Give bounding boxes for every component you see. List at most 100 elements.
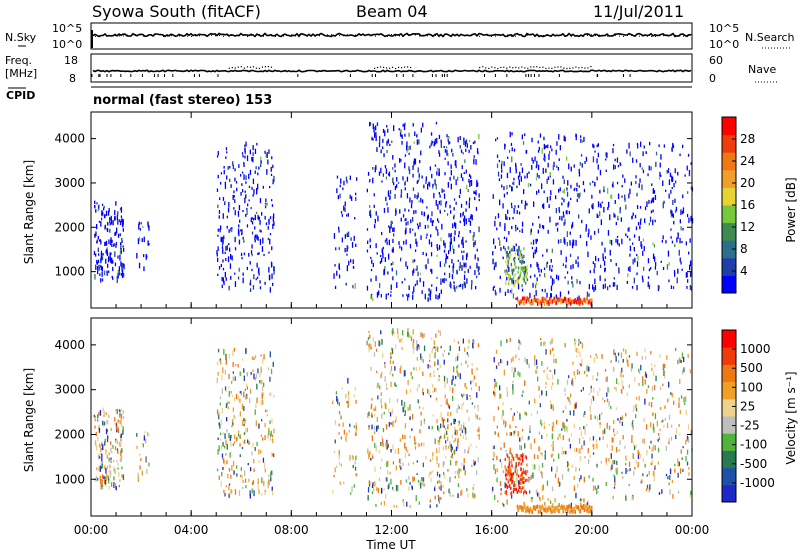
echo-cell	[690, 270, 692, 275]
echo-cell	[447, 403, 450, 408]
echo-cell	[556, 296, 558, 301]
echo-cell	[224, 369, 226, 375]
echo-cell	[235, 364, 237, 367]
echo-cell	[587, 506, 589, 511]
echo-cell	[555, 301, 557, 306]
echo-cell	[540, 341, 542, 347]
echo-cell	[394, 163, 396, 168]
echo-cell	[533, 295, 536, 298]
echo-cell	[114, 262, 117, 267]
echo-cell	[374, 466, 376, 473]
echo-cell	[107, 228, 109, 233]
echo-cell	[626, 149, 628, 154]
echo-cell	[686, 438, 688, 442]
echo-cell	[657, 447, 660, 453]
echo-cell	[680, 261, 682, 265]
echo-cell	[104, 465, 106, 470]
echo-cell	[261, 246, 264, 252]
echo-cell	[566, 187, 568, 191]
echo-cell	[635, 159, 638, 163]
echo-cell	[579, 502, 582, 507]
echo-cell	[519, 457, 522, 461]
echo-cell	[509, 471, 512, 475]
echo-cell	[666, 264, 669, 270]
echo-cell	[234, 272, 236, 275]
echo-cell	[378, 171, 381, 176]
echo-cell	[227, 256, 230, 263]
echo-cell	[229, 490, 231, 495]
echo-cell	[408, 334, 410, 339]
echo-cell	[405, 446, 407, 452]
echo-cell	[96, 467, 98, 471]
echo-cell	[440, 412, 442, 418]
echo-cell	[686, 435, 689, 441]
echo-cell	[510, 473, 513, 477]
echo-cell	[546, 262, 548, 268]
echo-cell	[116, 275, 118, 279]
echo-cell	[517, 431, 519, 437]
echo-cell	[494, 392, 496, 397]
echo-cell	[392, 167, 394, 170]
echo-cell	[229, 247, 231, 252]
echo-cell	[512, 356, 514, 362]
echo-cell	[674, 168, 676, 174]
echo-cell	[445, 440, 447, 444]
echo-cell	[475, 446, 478, 449]
echo-cell	[674, 198, 676, 203]
echo-cell	[138, 236, 141, 242]
echo-cell	[586, 374, 588, 377]
echo-cell	[621, 415, 624, 421]
echo-cell	[100, 278, 102, 283]
echo-cell	[512, 389, 514, 395]
echo-cell	[404, 423, 407, 428]
echo-cell	[534, 507, 537, 512]
echo-cell	[137, 238, 140, 245]
echo-cell	[617, 165, 620, 168]
echo-cell	[521, 394, 523, 397]
echo-cell	[233, 415, 236, 419]
echo-cell	[122, 474, 125, 481]
echo-cell	[524, 479, 527, 482]
echo-cell	[425, 252, 427, 257]
echo-cell	[522, 476, 524, 480]
echo-cell	[118, 471, 120, 478]
echo-cell	[382, 246, 384, 250]
echo-cell	[95, 231, 97, 237]
echo-cell	[562, 263, 564, 267]
echo-cell	[217, 449, 219, 455]
echo-cell	[226, 215, 228, 219]
echo-cell	[544, 450, 546, 454]
echo-cell	[422, 199, 424, 204]
echo-cell	[507, 209, 509, 214]
echo-cell	[456, 470, 459, 475]
echo-cell	[120, 248, 122, 253]
echo-cell	[517, 253, 519, 256]
echo-cell	[101, 203, 104, 206]
echo-cell	[393, 331, 395, 334]
echo-cell	[498, 159, 500, 163]
echo-cell	[500, 163, 503, 170]
echo-cell	[244, 150, 246, 155]
echo-cell	[662, 266, 665, 270]
echo-cell	[272, 164, 274, 169]
echo-cell	[226, 151, 228, 154]
echo-cell	[424, 293, 426, 300]
echo-cell	[429, 296, 431, 301]
echo-cell	[454, 419, 456, 425]
echo-cell	[218, 422, 220, 426]
echo-cell	[410, 336, 413, 342]
echo-cell	[615, 222, 617, 226]
echo-cell	[566, 419, 568, 422]
echo-cell	[238, 164, 240, 168]
echo-cell	[569, 443, 571, 449]
echo-cell	[217, 372, 219, 376]
echo-cell	[376, 252, 378, 255]
echo-cell	[439, 474, 441, 478]
echo-cell	[453, 207, 455, 211]
echo-cell	[380, 372, 383, 378]
echo-cell	[611, 240, 613, 246]
echo-cell	[538, 465, 540, 471]
power-scatter	[93, 121, 694, 306]
echo-cell	[634, 257, 636, 263]
echo-cell	[566, 426, 569, 433]
